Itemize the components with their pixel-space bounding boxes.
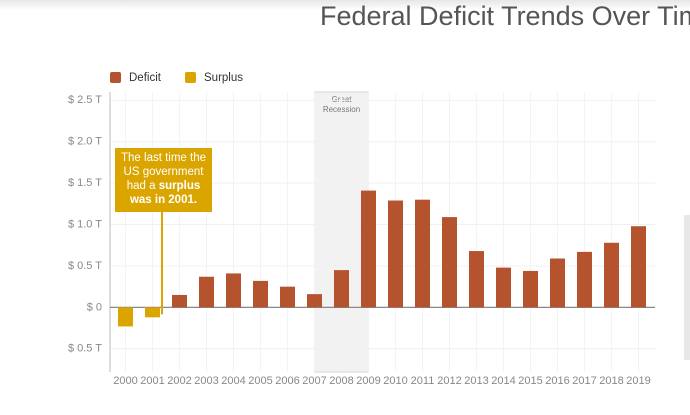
bar [172,294,187,308]
bar [577,251,592,308]
bar [145,307,160,318]
x-tick-label: 2007 [302,375,326,387]
y-tick-label: $ 0.5 T [68,260,102,272]
bar [361,190,376,308]
y-tick-label: $ 1.5 T [68,177,102,189]
annotation: The last time the US government had a su… [115,151,212,207]
bar [550,258,565,308]
x-tick-label: 2018 [599,375,623,387]
x-tick-label: 2017 [572,375,596,387]
bar [415,199,430,308]
bar [523,270,538,308]
bar [280,286,295,308]
top-bar [0,0,690,10]
chart-title: Federal Deficit Trends Over Time [320,1,690,31]
x-tick-label: 2019 [626,375,650,387]
x-tick-label: 2002 [167,375,191,387]
bar [118,307,133,327]
x-tick-label: 2004 [221,375,245,387]
bar [334,270,349,308]
annotation-text-box: The last time the US government had a su… [115,151,212,207]
legend-label: Surplus [204,72,243,84]
bar [253,280,268,308]
bar [604,242,619,308]
side-tab [684,215,690,360]
bar [442,217,457,308]
x-tick-label: 2000 [113,375,137,387]
x-tick-label: 2001 [140,375,164,387]
legend-swatch [110,72,121,83]
x-tick-label: 2012 [437,375,461,387]
x-tick-label: 2003 [194,375,218,387]
legend: Deficit Surplus [110,72,243,84]
bar [631,226,646,308]
x-tick-label: 2014 [491,375,515,387]
bar [496,267,511,308]
bar [388,200,403,308]
x-tick-label: 2016 [545,375,569,387]
bar [226,273,241,308]
y-tick-label: $ 0 [87,301,102,313]
x-tick-label: 2006 [275,375,299,387]
x-tick-label: 2013 [464,375,488,387]
bar [307,294,322,308]
x-tick-label: 2015 [518,375,542,387]
annotation-bold: surplus was in 2001. [129,180,201,206]
y-tick-label: $ 0.5 T [68,343,102,355]
y-tick-label: $ 1.0 T [68,218,102,230]
x-tick-label: 2010 [383,375,407,387]
x-tick-label: 2008 [329,375,353,387]
x-tick-label: 2009 [356,375,380,387]
legend-swatch [185,72,196,83]
x-tick-label: 2011 [411,375,435,387]
bar [199,276,214,308]
y-tick-label: $ 2.5 T [68,94,102,106]
y-tick-label: $ 2.0 T [68,136,102,148]
bar [469,251,484,308]
x-tick-label: 2005 [248,375,272,387]
annotation-box [115,148,212,212]
annotation-text: The last time the US government had a [121,152,207,192]
legend-label: Deficit [129,72,162,84]
